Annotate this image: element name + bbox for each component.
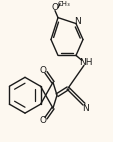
- Text: NH: NH: [79, 58, 92, 67]
- Text: N: N: [74, 17, 81, 26]
- Text: O: O: [51, 3, 58, 12]
- Text: CH₃: CH₃: [57, 1, 70, 7]
- Text: O: O: [39, 66, 46, 75]
- Text: O: O: [39, 116, 46, 125]
- Text: N: N: [82, 104, 89, 113]
